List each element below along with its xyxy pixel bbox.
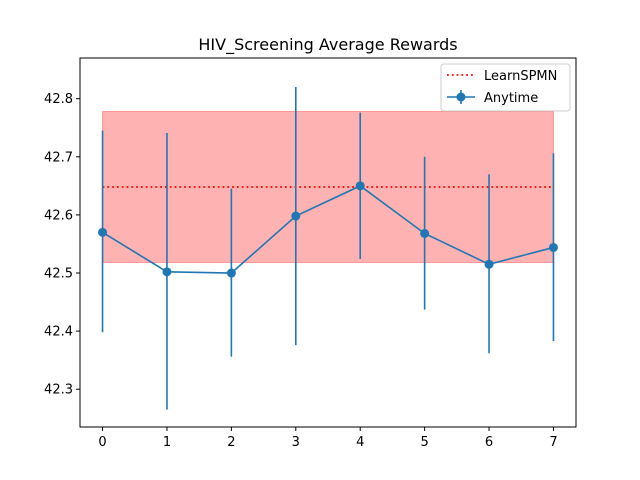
y-tick-label-0: 42.3: [44, 383, 73, 398]
x-tick-label-6: 6: [485, 435, 493, 450]
y-tick-label-5: 42.8: [44, 92, 73, 107]
anytime-point-5: [420, 228, 430, 238]
anytime-point-4: [355, 181, 365, 191]
chart-title: HIV_Screening Average Rewards: [198, 35, 457, 55]
series-line-layer: [102, 184, 554, 274]
anytime-point-0: [98, 227, 108, 237]
x-tick-label-1: 1: [163, 435, 171, 450]
x-axis: 0 1 2 3 4 5 6 7: [98, 427, 558, 450]
anytime-line: [102, 184, 554, 274]
y-tick-label-3: 42.6: [44, 208, 73, 223]
x-tick-label-7: 7: [549, 435, 557, 450]
axes-frame: [79, 57, 577, 428]
legend-anytime-label: Anytime: [484, 91, 538, 106]
legend: LearnSPMN Anytime: [440, 63, 571, 112]
anytime-point-3: [291, 211, 301, 221]
x-tick-label-0: 0: [98, 435, 106, 450]
y-tick-label-2: 42.5: [44, 267, 73, 282]
x-tick-label-3: 3: [292, 435, 300, 450]
y-axis: 42.3 42.4 42.5 42.6 42.7 42.8: [44, 92, 80, 398]
anytime-point-6: [484, 259, 494, 269]
legend-learnspmn-label: LearnSPMN: [484, 69, 557, 84]
point-layer: [98, 181, 558, 278]
y-tick-label-1: 42.4: [44, 325, 73, 340]
anytime-point-2: [226, 268, 236, 278]
x-tick-label-2: 2: [227, 435, 235, 450]
legend-box: [440, 63, 571, 112]
x-tick-label-5: 5: [420, 435, 428, 450]
anytime-point-1: [162, 267, 172, 277]
x-tick-label-4: 4: [356, 435, 364, 450]
anytime-point-7: [548, 242, 558, 252]
legend-anytime-marker: [456, 92, 466, 102]
y-tick-label-4: 42.7: [44, 150, 73, 165]
